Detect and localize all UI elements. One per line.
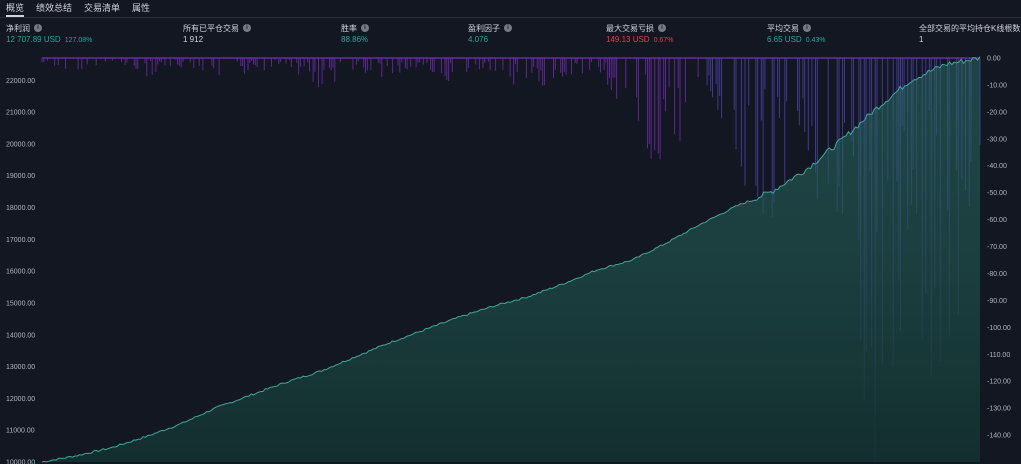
stat-closed-trades: 所有已平仓交易 i 1 912 [183,22,251,44]
right-axis-tick: -30.00 [987,136,1007,143]
right-axis-tick: -120.00 [987,379,1011,386]
win-rate-value: 88.86% [341,35,369,44]
tab-performance-summary[interactable]: 绩效总结 [36,2,73,13]
stat-label-win-rate: 胜率 [341,23,357,33]
avg-bars-value: 1 [919,35,924,44]
right-axis-tick: -100.00 [987,325,1011,332]
profit-factor-value: 4.076 [468,35,489,44]
equity-line [41,56,981,463]
net-profit-value: 12 707.89 USD [6,35,61,44]
net-profit-pct: 127.08% [64,37,93,44]
stat-label-net-profit: 净利润 [6,23,30,33]
left-axis-tick: 14000.00 [6,332,35,339]
tab-trades-list[interactable]: 交易清单 [84,2,121,13]
left-axis-tick: 19000.00 [6,173,35,180]
left-axis-tick: 18000.00 [6,205,35,212]
tab-overview[interactable]: 概览 [6,1,25,17]
left-axis-tick: 11000.00 [6,428,35,435]
right-axis-tick: -60.00 [987,217,1007,224]
right-axis-tick: -140.00 [987,433,1011,440]
tab-properties[interactable]: 属性 [132,2,151,13]
stat-avg-bars: 全部交易的平均持仓K线根数i 1 [919,22,1021,45]
right-axis-tick: 0.00 [987,56,1001,63]
right-axis-tick: -20.00 [987,109,1007,116]
avg-trade-pct: 0.43% [805,37,826,44]
equity-chart[interactable]: 22000.00 21000.00 20000.00 19000.00 18000.00… [0,52,1021,464]
right-axis-tick: -70.00 [987,244,1007,251]
right-axis: 0.00 -10.00 -20.00 -30.00 -40.00 -50.00 -60.00… [987,56,1011,440]
right-axis-tick: -80.00 [987,271,1007,278]
info-icon[interactable]: i [243,24,251,32]
right-axis-tick: -130.00 [987,406,1011,413]
stat-label-avg-bars: 全部交易的平均持仓K线根数 [919,23,1021,33]
left-axis-tick: 10000.00 [6,460,35,464]
right-axis-tick: -90.00 [987,298,1007,305]
stat-label-closed-trades: 所有已平仓交易 [183,23,239,33]
left-axis-tick: 15000.00 [6,300,35,307]
left-axis-tick: 12000.00 [6,396,35,403]
info-icon[interactable]: i [658,24,666,32]
stat-win-rate: 胜率 i 88.86% [341,22,372,44]
stat-max-drawdown: 最大交易亏损 i 149.13 USD 0.67% [606,22,674,45]
right-axis-tick: -50.00 [987,190,1007,197]
right-axis-tick: -10.00 [987,82,1007,89]
left-axis-tick: 17000.00 [6,237,35,244]
left-axis-tick: 13000.00 [6,364,35,371]
left-axis-tick: 20000.00 [6,141,35,148]
tab-bar: 概览 绩效总结 交易清单 属性 [0,0,1021,18]
left-axis-tick: 16000.00 [6,269,35,276]
info-icon[interactable]: i [34,24,42,32]
stat-net-profit: 净利润 i 12 707.89 USD 127.08% [6,22,93,45]
left-axis: 22000.00 21000.00 20000.00 19000.00 18000.00… [6,78,35,464]
stat-avg-trade: 平均交易 i 6.65 USD 0.43% [767,22,826,45]
stats-bar: 净利润 i 12 707.89 USD 127.08% 所有已平仓交易 i 1 912… [0,22,1021,52]
stat-label-max-drawdown: 最大交易亏损 [606,23,654,33]
info-icon[interactable]: i [504,24,512,32]
left-axis-tick: 22000.00 [6,78,35,85]
max-drawdown-pct: 0.67% [653,37,674,44]
max-drawdown-value: 149.13 USD [606,35,650,44]
info-icon[interactable]: i [803,24,811,32]
info-icon[interactable]: i [361,24,369,32]
stat-label-profit-factor: 盈利因子 [468,23,500,33]
right-axis-tick: -110.00 [987,352,1010,359]
closed-trades-value: 1 912 [183,35,204,44]
avg-trade-value: 6.65 USD [767,35,802,44]
right-axis-tick: -40.00 [987,163,1007,170]
left-axis-tick: 21000.00 [6,110,35,117]
stat-label-avg-trade: 平均交易 [767,23,799,33]
equity-area [42,56,980,462]
stat-profit-factor: 盈利因子 i 4.076 [468,22,512,44]
